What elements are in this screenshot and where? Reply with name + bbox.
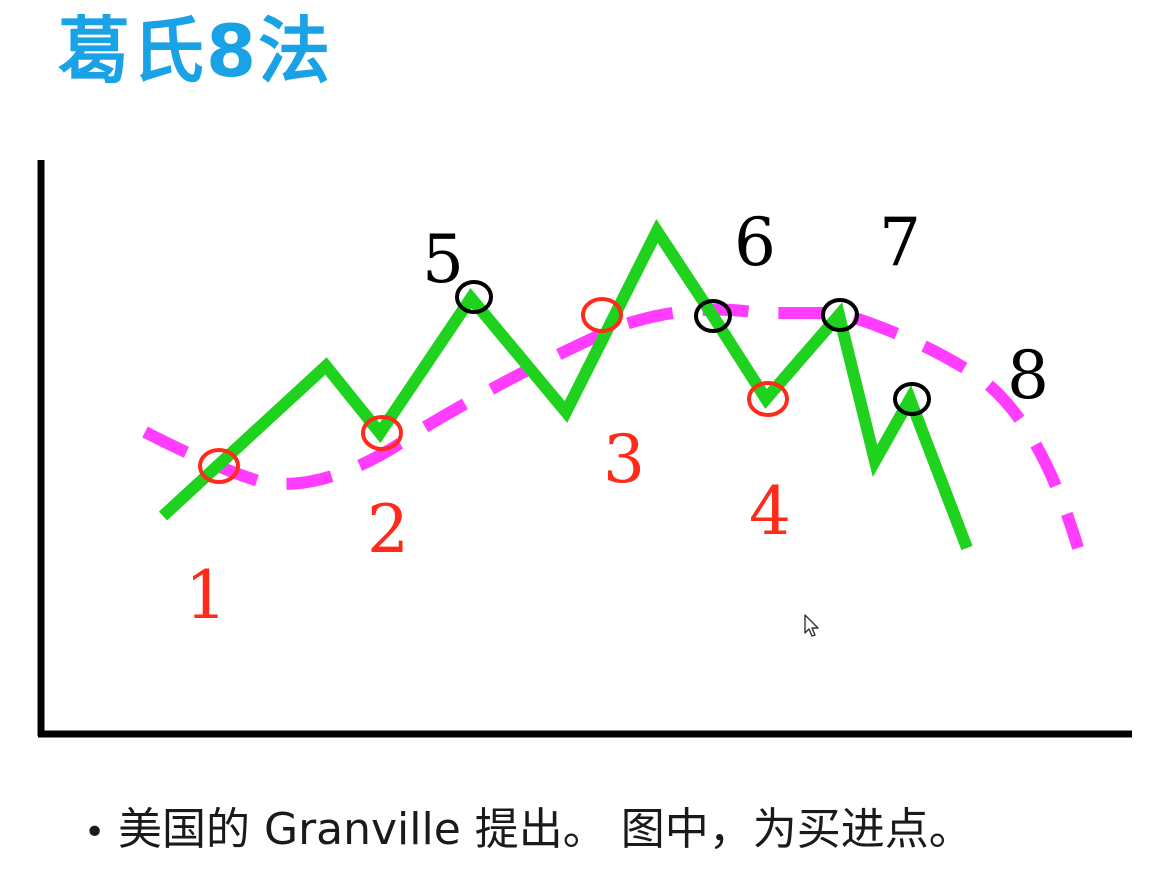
sell-point-circle-8 xyxy=(893,382,931,416)
buy-point-label-2: 2 xyxy=(367,491,409,568)
price-line xyxy=(158,219,973,551)
buy-point-label-1: 1 xyxy=(185,557,227,634)
buy-point-circle-2 xyxy=(361,415,403,451)
buy-point-circle-4 xyxy=(747,381,789,417)
sell-point-label-6: 6 xyxy=(734,204,776,281)
sell-point-circle-7 xyxy=(821,298,859,332)
buy-point-circle-1 xyxy=(198,448,240,484)
bullet-marker: • xyxy=(84,812,106,853)
caption: • 美国的 Granville 提出。 图中，为买进点。 xyxy=(84,794,973,869)
sell-point-label-5: 5 xyxy=(422,221,464,298)
buy-point-label-4: 4 xyxy=(749,473,791,550)
sell-point-label-8: 8 xyxy=(1007,337,1049,414)
caption-text: 美国的 Granville 提出。 图中，为买进点。 xyxy=(118,804,973,855)
buy-point-circle-3 xyxy=(581,297,623,333)
slide-title: 葛氏8法 xyxy=(58,9,333,93)
mouse-pointer-icon xyxy=(804,614,819,637)
sell-point-circle-5 xyxy=(455,280,493,314)
buy-point-label-3: 3 xyxy=(603,421,645,498)
sell-point-circle-6 xyxy=(694,299,732,333)
sell-point-label-7: 7 xyxy=(879,204,921,281)
